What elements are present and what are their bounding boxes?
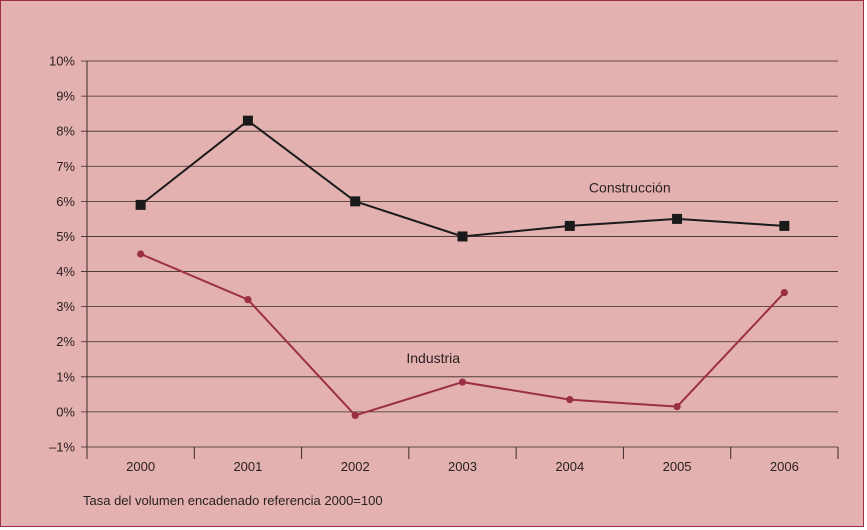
- series-label: Industria: [406, 350, 460, 366]
- data-point: [350, 196, 361, 207]
- data-point: [457, 231, 468, 242]
- x-tick-label: 2005: [663, 459, 692, 474]
- x-tick-label: 2003: [448, 459, 477, 474]
- series-lines: [140, 119, 786, 417]
- series-labels: Construcción Industria: [406, 180, 670, 366]
- data-point: [779, 220, 790, 231]
- y-tick-label: 0%: [56, 404, 75, 419]
- data-point: [673, 403, 681, 411]
- data-point: [564, 220, 575, 231]
- y-tick-labels: –1% 0% 1% 2% 3% 4% 5% 6% 7% 8% 9% 10%: [49, 54, 75, 455]
- series-label: Construcción: [589, 180, 671, 196]
- data-point: [672, 213, 683, 224]
- data-point: [242, 115, 253, 126]
- series-line-industria: [140, 253, 786, 417]
- x-tick-label: 2002: [341, 459, 370, 474]
- axes: [86, 61, 839, 459]
- y-tick-label: 10%: [49, 54, 75, 69]
- chart-note: Tasa del volumen encadenado referencia 2…: [83, 493, 383, 508]
- y-tick-label: 4%: [56, 264, 75, 279]
- data-point: [780, 289, 788, 297]
- x-tick-labels: 2000 2001 2002 2003 2004 2005 2006: [126, 459, 799, 474]
- data-point: [351, 411, 359, 420]
- data-point: [135, 199, 146, 210]
- y-tick-label: 1%: [56, 369, 75, 384]
- x-tick-label: 2001: [233, 459, 262, 474]
- data-point: [137, 250, 145, 258]
- y-tick-label: 3%: [56, 299, 75, 314]
- series-markers: [135, 115, 790, 420]
- y-tick-label: 5%: [56, 229, 75, 244]
- y-tick-label: 8%: [56, 124, 75, 139]
- data-point: [458, 378, 467, 386]
- x-tick-label: 2004: [555, 459, 584, 474]
- data-point: [244, 296, 252, 304]
- gridlines: [81, 60, 838, 448]
- y-tick-label: –1%: [49, 440, 75, 455]
- y-tick-label: 7%: [56, 159, 75, 174]
- y-tick-label: 6%: [56, 194, 75, 209]
- data-point: [566, 396, 574, 404]
- x-tick-label: 2006: [770, 459, 799, 474]
- series-line-construcción: [140, 119, 785, 238]
- y-tick-label: 9%: [56, 89, 75, 104]
- y-tick-label: 2%: [56, 334, 75, 349]
- x-tick-label: 2000: [126, 459, 155, 474]
